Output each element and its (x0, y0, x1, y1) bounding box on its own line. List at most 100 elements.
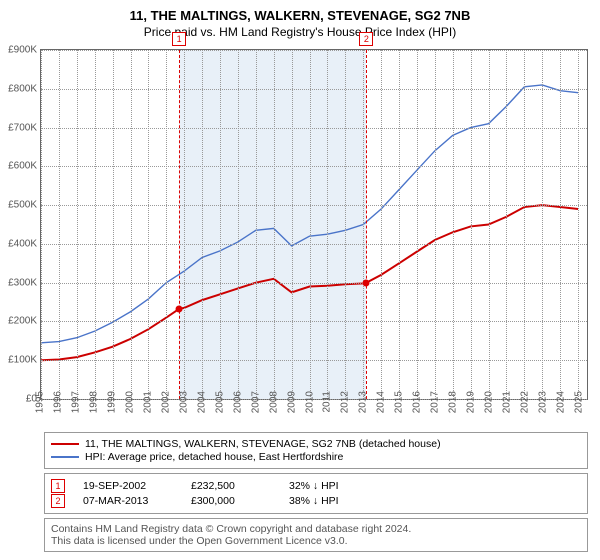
gridline-v (220, 50, 221, 399)
y-tick-label: £800K (1, 83, 37, 94)
gridline-v (238, 50, 239, 399)
x-tick-label: 1996 (52, 391, 63, 413)
x-tick-label: 2022 (520, 391, 531, 413)
gridline-v (471, 50, 472, 399)
sale-dot (176, 305, 183, 312)
event-marker: 1 (172, 32, 186, 46)
event-line (366, 50, 367, 399)
x-tick-label: 2006 (232, 391, 243, 413)
event-marker: 2 (359, 32, 373, 46)
title-block: 11, THE MALTINGS, WALKERN, STEVENAGE, SG… (0, 0, 600, 43)
gridline-h (41, 166, 587, 167)
y-tick-label: £300K (1, 277, 37, 288)
x-tick-label: 2003 (178, 391, 189, 413)
x-tick-label: 1995 (35, 391, 46, 413)
sale-rel: 38% ↓ HPI (289, 495, 369, 507)
x-tick-label: 1999 (106, 391, 117, 413)
y-tick-label: £500K (1, 200, 37, 211)
gridline-h (41, 205, 587, 206)
x-tick-label: 2011 (322, 391, 333, 413)
gridline-v (345, 50, 346, 399)
gridline-h (41, 244, 587, 245)
sales-box: 119-SEP-2002£232,50032% ↓ HPI207-MAR-201… (44, 473, 588, 514)
gridline-v (399, 50, 400, 399)
x-tick-label: 2015 (394, 391, 405, 413)
sale-row: 2 07-MAR-2013 £300,000 38% ↓ HPI (51, 494, 581, 508)
gridline-v (77, 50, 78, 399)
gridline-v (578, 50, 579, 399)
x-tick-label: 2013 (358, 391, 369, 413)
legend-row: 11, THE MALTINGS, WALKERN, STEVENAGE, SG… (51, 438, 581, 450)
chart-svg (41, 50, 587, 399)
x-tick-label: 2016 (412, 391, 423, 413)
gridline-v (95, 50, 96, 399)
x-tick-label: 2000 (124, 391, 135, 413)
x-tick-label: 2017 (430, 391, 441, 413)
x-tick-label: 2010 (304, 391, 315, 413)
gridline-v (453, 50, 454, 399)
legend-swatch (51, 456, 79, 458)
gridline-v (327, 50, 328, 399)
chart-plot: £0£100K£200K£300K£400K£500K£600K£700K£80… (40, 49, 588, 400)
gridline-v (435, 50, 436, 399)
x-tick-label: 2009 (286, 391, 297, 413)
x-tick-label: 2012 (340, 391, 351, 413)
sale-row: 119-SEP-2002£232,50032% ↓ HPI (51, 479, 581, 493)
sale-dot (363, 279, 370, 286)
x-tick-label: 2002 (160, 391, 171, 413)
gridline-v (131, 50, 132, 399)
x-tick-label: 2007 (250, 391, 261, 413)
gridline-v (148, 50, 149, 399)
gridline-v (292, 50, 293, 399)
sale-date: 07-MAR-2013 (83, 495, 173, 507)
sale-price: £300,000 (191, 495, 271, 507)
gridline-h (41, 283, 587, 284)
x-tick-label: 2021 (502, 391, 513, 413)
y-tick-label: £200K (1, 316, 37, 327)
gridline-v (542, 50, 543, 399)
gridline-v (506, 50, 507, 399)
page-container: 11, THE MALTINGS, WALKERN, STEVENAGE, SG… (0, 0, 600, 560)
gridline-v (489, 50, 490, 399)
x-tick-label: 2014 (376, 391, 387, 413)
gridline-h (41, 360, 587, 361)
sale-date: 19-SEP-2002 (83, 480, 173, 492)
legend-box: 11, THE MALTINGS, WALKERN, STEVENAGE, SG… (44, 432, 588, 469)
sale-price: £232,500 (191, 480, 271, 492)
footer-box: Contains HM Land Registry data © Crown c… (44, 518, 588, 552)
x-tick-label: 2019 (466, 391, 477, 413)
gridline-v (202, 50, 203, 399)
y-tick-label: £100K (1, 355, 37, 366)
x-tick-label: 2020 (484, 391, 495, 413)
gridline-v (417, 50, 418, 399)
footer-line-1: Contains HM Land Registry data © Crown c… (51, 523, 581, 535)
y-tick-label: £900K (1, 45, 37, 56)
x-tick-label: 1997 (70, 391, 81, 413)
gridline-v (113, 50, 114, 399)
legend-label: 11, THE MALTINGS, WALKERN, STEVENAGE, SG… (85, 438, 441, 450)
gridline-v (274, 50, 275, 399)
gridline-h (41, 50, 587, 51)
sale-rel: 32% ↓ HPI (289, 480, 369, 492)
y-tick-label: £0 (1, 394, 37, 405)
y-tick-label: £400K (1, 238, 37, 249)
gridline-h (41, 321, 587, 322)
gridline-v (524, 50, 525, 399)
footer-line-2: This data is licensed under the Open Gov… (51, 535, 581, 547)
gridline-v (41, 50, 42, 399)
x-tick-label: 2018 (448, 391, 459, 413)
event-line (179, 50, 180, 399)
chart-area: £0£100K£200K£300K£400K£500K£600K£700K£80… (40, 49, 588, 424)
gridline-v (363, 50, 364, 399)
legend-label: HPI: Average price, detached house, East… (85, 451, 343, 463)
x-tick-label: 1998 (88, 391, 99, 413)
gridline-v (256, 50, 257, 399)
x-tick-label: 2024 (556, 391, 567, 413)
gridline-h (41, 128, 587, 129)
page-subtitle: Price paid vs. HM Land Registry's House … (10, 25, 590, 39)
sale-badge: 2 (51, 494, 65, 508)
page-title: 11, THE MALTINGS, WALKERN, STEVENAGE, SG… (10, 8, 590, 23)
x-tick-label: 2023 (538, 391, 549, 413)
x-tick-label: 2001 (142, 391, 153, 413)
gridline-h (41, 89, 587, 90)
